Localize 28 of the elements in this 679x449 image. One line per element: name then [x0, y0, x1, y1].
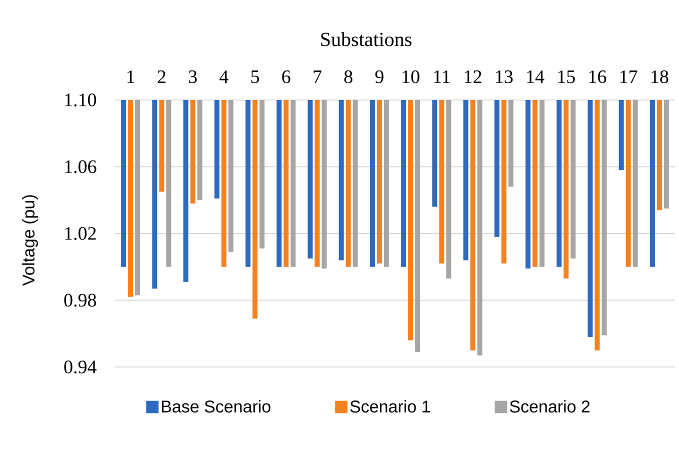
x-tick-label: 12 [464, 70, 482, 83]
x-tick-label: 18 [652, 70, 668, 84]
y-tick-label: 1.02 [65, 227, 96, 240]
x-tick-label: 4 [220, 70, 228, 83]
x-tick-label: 7 [314, 70, 322, 83]
x-tick-label: 10 [402, 70, 420, 84]
x-tick-label: 16 [589, 70, 606, 84]
y-tick-label: 1.06 [65, 160, 96, 174]
x-tick-label: 1 [127, 70, 134, 83]
x-tick-label: 17 [620, 70, 638, 83]
x-tick-label: 2 [158, 70, 166, 83]
legend-label: Scenario 2 [510, 400, 590, 413]
x-tick-label: 11 [434, 70, 450, 83]
x-tick-label: 13 [496, 70, 513, 84]
y-axis-title: Voltage (pu) [22, 195, 38, 286]
x-tick-label: 8 [344, 70, 352, 84]
x-tick-label: 5 [251, 70, 260, 84]
y-tick-label: 0.98 [64, 294, 96, 307]
legend-label: Base Scenario [162, 400, 270, 413]
y-tick-label: 1.10 [65, 94, 96, 106]
y-tick-label: 0.94 [64, 360, 97, 374]
x-axis-title: Substations [321, 32, 412, 46]
x-tick-label: 15 [558, 70, 575, 84]
legend-label: Scenario 1 [350, 400, 430, 413]
x-tick-label: 9 [375, 70, 384, 84]
x-tick-label: 3 [188, 70, 197, 84]
x-tick-label: 6 [282, 70, 290, 84]
x-tick-label: 14 [527, 70, 544, 83]
